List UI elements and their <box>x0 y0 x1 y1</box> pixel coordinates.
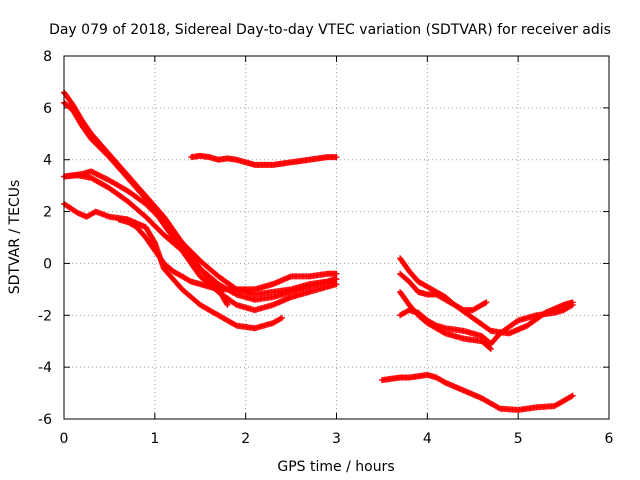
y-tick-label: -6 <box>38 412 52 428</box>
series-track-f <box>115 216 340 293</box>
x-axis-label: GPS time / hours <box>277 459 394 475</box>
data-points <box>61 89 576 413</box>
y-tick-label: 2 <box>43 205 52 221</box>
axis-ticks: 0 1 2 3 4 5 6 -6 -4 -2 0 2 4 6 8 <box>38 49 614 447</box>
data-point <box>569 392 576 399</box>
x-tick-label: 2 <box>241 431 250 447</box>
data-point <box>495 404 502 411</box>
data-point <box>569 301 576 308</box>
data-point <box>223 300 230 307</box>
x-tick-label: 3 <box>332 431 341 447</box>
data-point <box>568 302 575 309</box>
data-point <box>486 345 493 352</box>
data-point <box>224 301 231 308</box>
y-tick-label: 4 <box>43 153 52 169</box>
x-tick-label: 0 <box>60 431 69 447</box>
data-point <box>277 315 284 322</box>
data-point <box>279 314 285 321</box>
series-track-b <box>61 99 340 314</box>
series-track-h <box>378 371 576 413</box>
y-tick-label: -2 <box>38 308 52 324</box>
data-point <box>333 275 340 282</box>
y-tick-label: 6 <box>43 101 52 117</box>
data-point <box>333 154 340 161</box>
data-point <box>483 299 490 306</box>
data-point <box>487 345 494 352</box>
series-track-k <box>397 301 576 347</box>
x-tick-label: 6 <box>605 431 614 447</box>
x-tick-label: 1 <box>150 431 159 447</box>
x-tick-label: 5 <box>514 431 523 447</box>
y-tick-label: 8 <box>43 49 52 65</box>
y-tick-label: -4 <box>38 360 52 376</box>
data-point <box>568 393 575 400</box>
data-point <box>232 321 239 328</box>
chart-title: Day 079 of 2018, Sidereal Day-to-day VTE… <box>49 22 611 38</box>
plot-frame <box>63 55 610 420</box>
x-tick-label: 4 <box>423 431 432 447</box>
data-point <box>333 270 340 277</box>
y-tick-label: 0 <box>43 256 52 272</box>
series-track-g <box>188 152 340 168</box>
data-point <box>333 281 340 288</box>
series-track-l <box>397 270 490 314</box>
y-axis-label: SDTVAR / TECUs <box>7 180 23 295</box>
